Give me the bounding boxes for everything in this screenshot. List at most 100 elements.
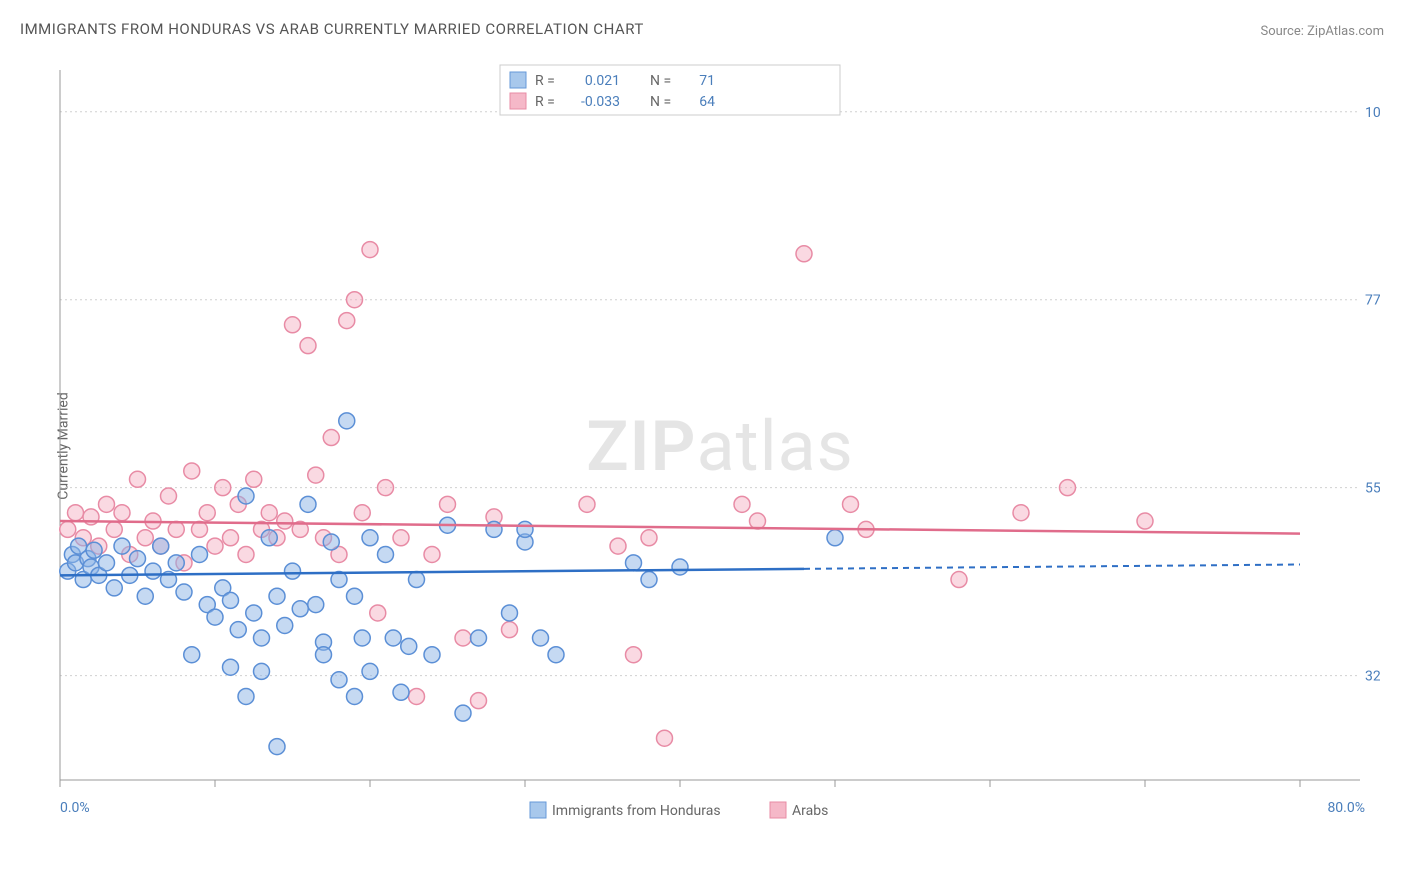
data-point-arabs	[300, 338, 316, 354]
data-point-arabs	[207, 538, 223, 554]
data-point-arabs	[626, 647, 642, 663]
correlation-legend: R = 0.021 N = 71 R = -0.033 N = 64	[500, 65, 840, 115]
data-point-honduras	[153, 538, 169, 554]
data-point-honduras	[254, 663, 270, 679]
data-point-arabs	[378, 480, 394, 496]
data-point-arabs	[951, 572, 967, 588]
r-value-blue: 0.021	[585, 73, 620, 89]
data-point-arabs	[455, 630, 471, 646]
data-point-honduras	[316, 647, 332, 663]
data-point-honduras	[471, 630, 487, 646]
data-point-honduras	[393, 684, 409, 700]
data-point-honduras	[106, 580, 122, 596]
data-point-honduras	[300, 496, 316, 512]
data-point-arabs	[1137, 513, 1153, 529]
legend-swatch-blue	[510, 72, 526, 88]
data-point-honduras	[347, 588, 363, 604]
data-point-arabs	[657, 730, 673, 746]
legend-swatch-arabs	[770, 802, 786, 818]
data-point-honduras	[238, 488, 254, 504]
data-point-arabs	[1013, 505, 1029, 521]
data-point-arabs	[734, 496, 750, 512]
data-point-honduras	[626, 555, 642, 571]
data-point-arabs	[184, 463, 200, 479]
n-value-pink: 64	[699, 94, 715, 110]
data-point-honduras	[223, 592, 239, 608]
data-point-arabs	[440, 496, 456, 512]
data-point-arabs	[106, 521, 122, 537]
data-point-arabs	[277, 513, 293, 529]
data-point-honduras	[502, 605, 518, 621]
trend-line-honduras-extrapolated	[804, 564, 1300, 568]
data-point-arabs	[471, 693, 487, 709]
series-legend: Immigrants from Honduras Arabs	[530, 802, 828, 819]
data-point-honduras	[409, 572, 425, 588]
y-tick-label: 77.5%	[1365, 293, 1380, 309]
data-point-honduras	[401, 638, 417, 654]
data-point-arabs	[161, 488, 177, 504]
data-point-arabs	[339, 313, 355, 329]
data-point-honduras	[137, 588, 153, 604]
data-point-arabs	[199, 505, 215, 521]
data-point-honduras	[641, 572, 657, 588]
data-point-honduras	[145, 563, 161, 579]
data-point-arabs	[130, 471, 146, 487]
data-point-arabs	[347, 292, 363, 308]
data-point-arabs	[60, 521, 76, 537]
data-point-honduras	[827, 530, 843, 546]
data-point-arabs	[261, 505, 277, 521]
data-point-honduras	[246, 605, 262, 621]
data-point-honduras	[533, 630, 549, 646]
data-point-honduras	[192, 546, 208, 562]
legend-swatch-pink	[510, 93, 526, 109]
data-point-honduras	[223, 659, 239, 675]
n-value-blue: 71	[699, 73, 715, 89]
data-point-arabs	[168, 521, 184, 537]
data-point-honduras	[99, 555, 115, 571]
x-tick-label: 80.0%	[1327, 800, 1365, 816]
x-tick-label: 0.0%	[60, 800, 90, 816]
data-point-honduras	[378, 546, 394, 562]
data-point-arabs	[750, 513, 766, 529]
data-point-honduras	[424, 647, 440, 663]
y-tick-label: 55.0%	[1365, 481, 1380, 497]
data-point-arabs	[641, 530, 657, 546]
data-point-honduras	[548, 647, 564, 663]
data-point-arabs	[68, 505, 84, 521]
data-point-honduras	[362, 530, 378, 546]
data-point-honduras	[254, 630, 270, 646]
data-point-arabs	[215, 480, 231, 496]
data-point-honduras	[261, 530, 277, 546]
y-tick-label: 32.5%	[1365, 669, 1380, 685]
data-point-arabs	[843, 496, 859, 512]
data-point-arabs	[409, 688, 425, 704]
data-point-arabs	[370, 605, 386, 621]
data-point-honduras	[339, 413, 355, 429]
chart-title: IMMIGRANTS FROM HONDURAS VS ARAB CURRENT…	[20, 20, 644, 38]
data-point-arabs	[610, 538, 626, 554]
data-point-honduras	[207, 609, 223, 625]
n-label-pink: N =	[650, 94, 671, 110]
data-point-arabs	[246, 471, 262, 487]
data-point-arabs	[424, 546, 440, 562]
data-point-arabs	[223, 530, 239, 546]
r-label-blue: R =	[535, 73, 555, 89]
source-attribution: Source: ZipAtlas.com	[1260, 24, 1384, 39]
r-value-pink: -0.033	[581, 94, 620, 110]
r-label-pink: R =	[535, 94, 555, 110]
y-tick-label: 100.0%	[1365, 105, 1380, 121]
data-point-arabs	[502, 622, 518, 638]
data-point-honduras	[86, 542, 102, 558]
data-point-arabs	[285, 317, 301, 333]
data-point-honduras	[362, 663, 378, 679]
data-point-arabs	[579, 496, 595, 512]
data-point-honduras	[238, 688, 254, 704]
data-point-arabs	[1060, 480, 1076, 496]
legend-label-honduras: Immigrants from Honduras	[552, 803, 721, 819]
data-point-honduras	[230, 622, 246, 638]
data-point-arabs	[393, 530, 409, 546]
legend-label-arabs: Arabs	[792, 803, 828, 819]
data-point-honduras	[486, 521, 502, 537]
data-point-arabs	[137, 530, 153, 546]
data-point-arabs	[99, 496, 115, 512]
